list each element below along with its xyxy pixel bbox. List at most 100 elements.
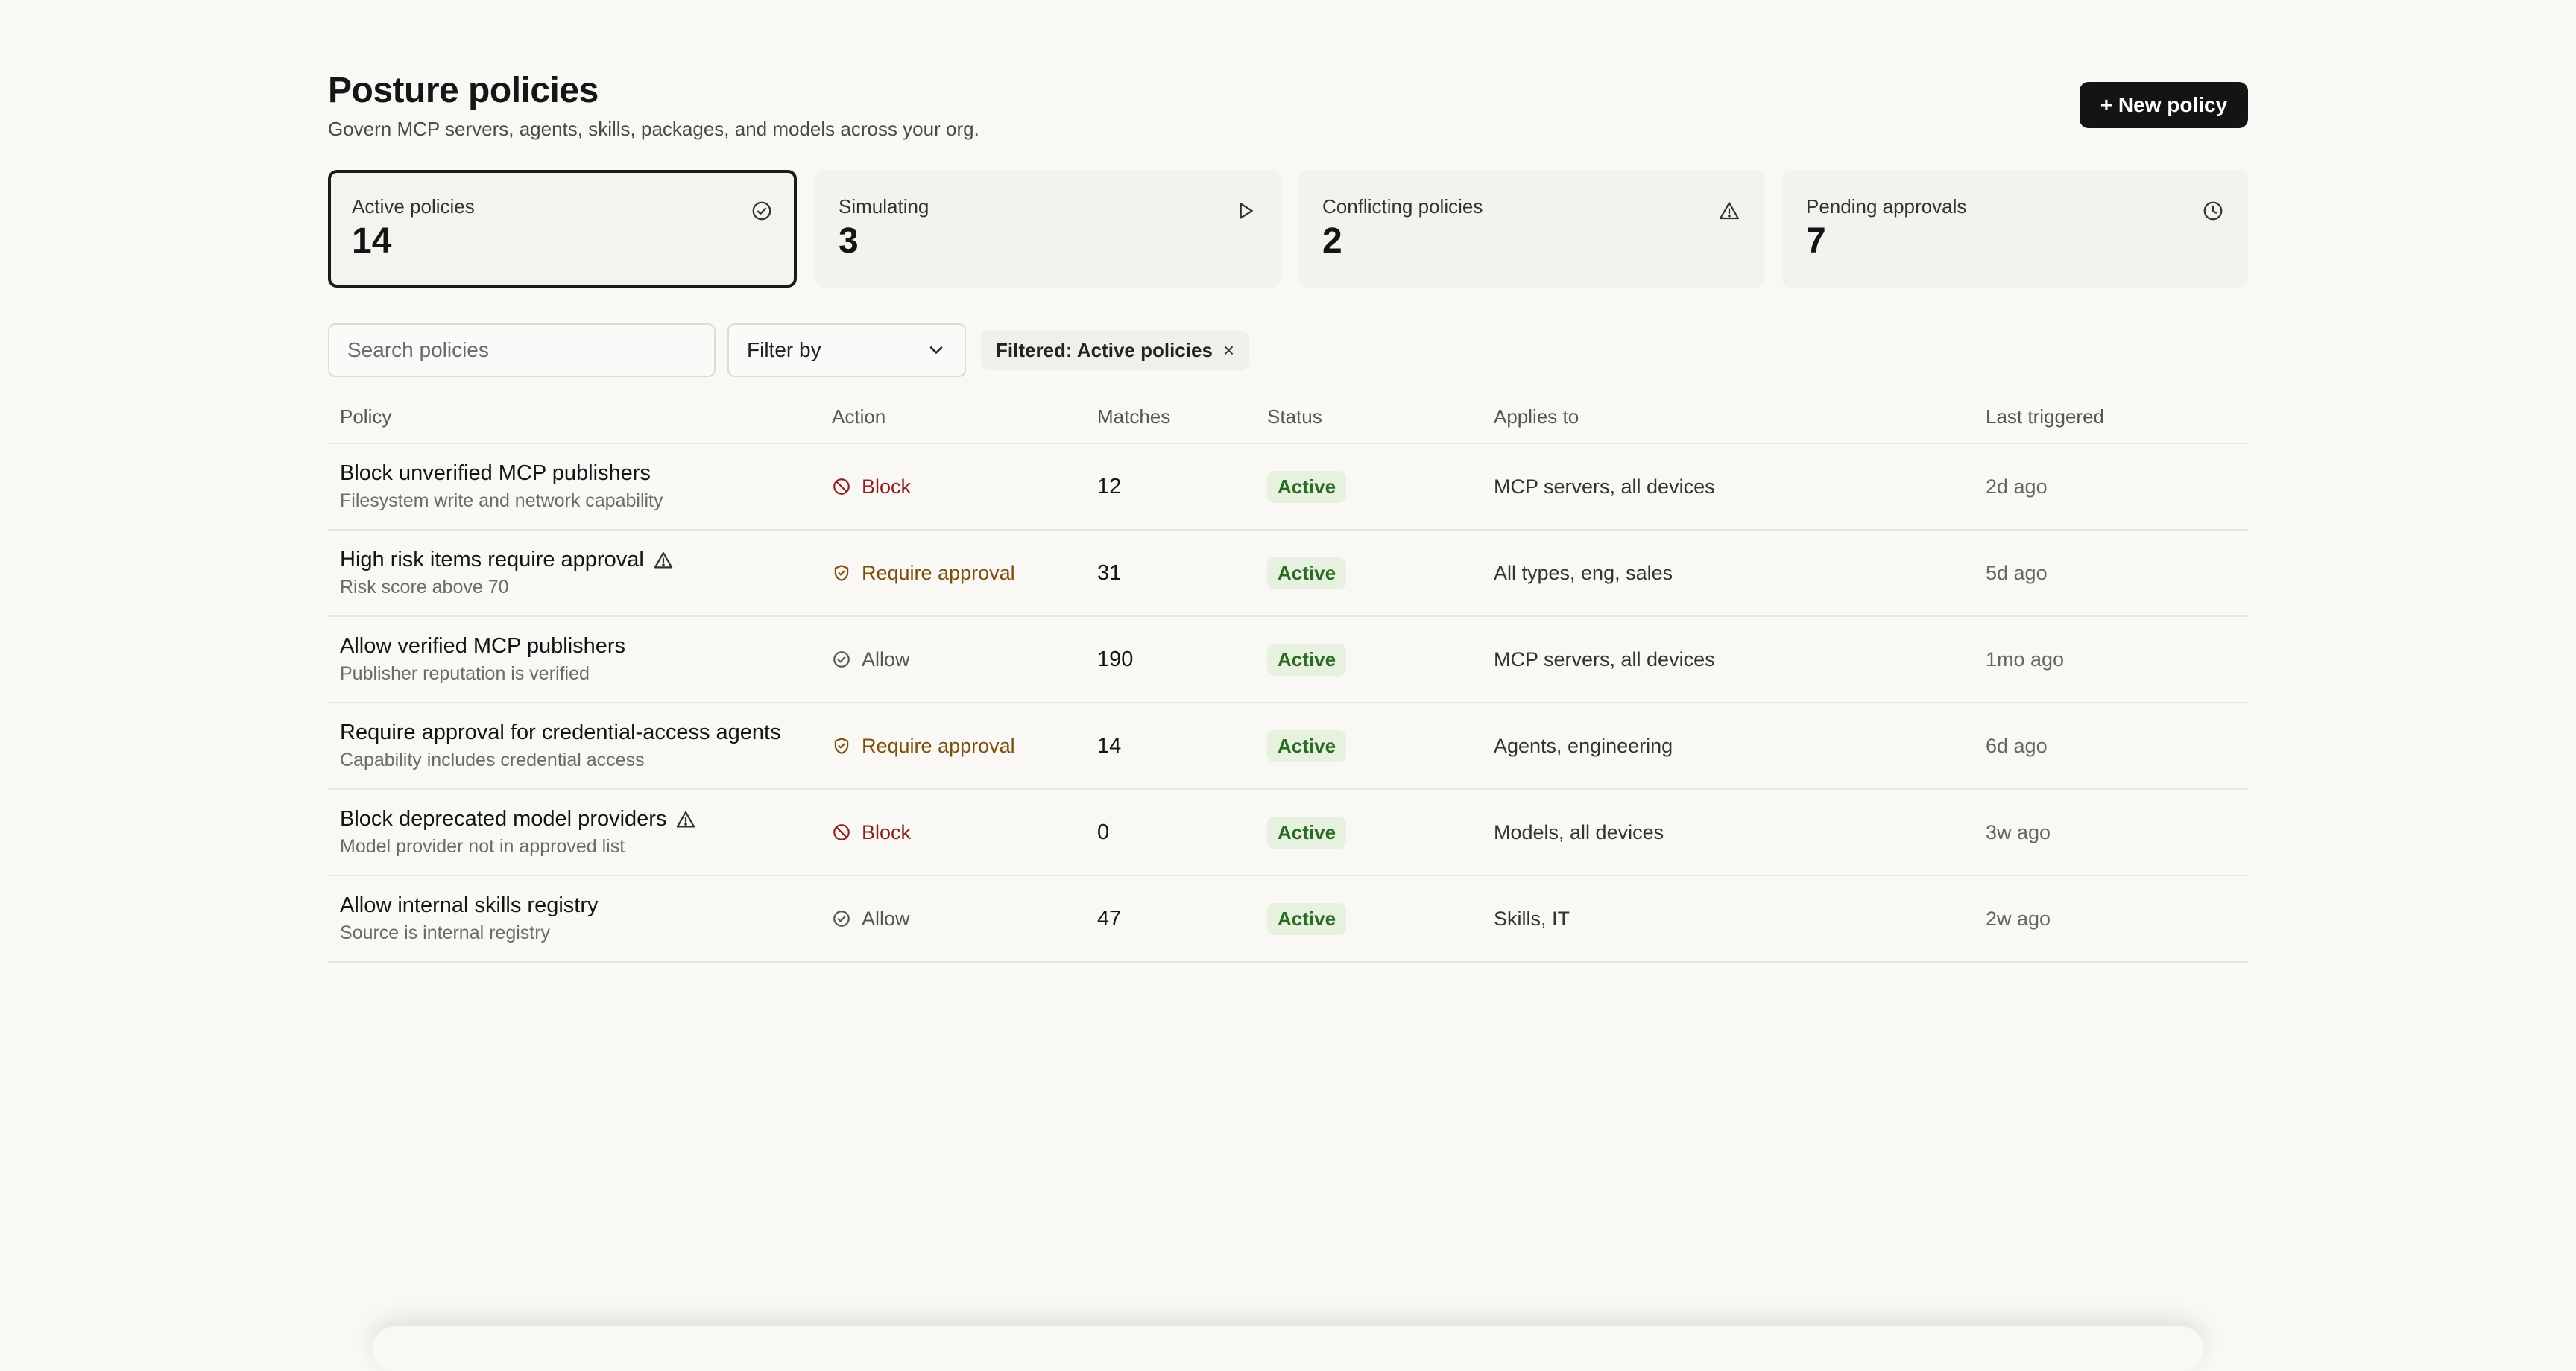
policy-name-wrap: Require approval for credential-access a… [340,721,820,745]
applies-to-cell: All types, eng, sales [1482,530,1974,617]
policy-cell: Allow internal skills registry Source is … [328,876,820,963]
action-label: Allow [862,647,910,671]
status-cell: Active [1255,876,1482,963]
warning-triangle-icon [1720,202,1739,220]
policy-name[interactable]: Block deprecated model providers [340,807,667,831]
page-title: Posture policies [328,71,599,110]
table-row[interactable]: Allow verified MCP publishers Publisher r… [328,616,2248,703]
stat-value: 14 [352,221,392,261]
stat-value: 7 [1806,221,1826,261]
column-header-matches[interactable]: Matches [1085,390,1255,444]
column-header-applies-to[interactable]: Applies to [1482,390,1974,444]
applies-to-cell: MCP servers, all devices [1482,616,1974,703]
policy-name[interactable]: Allow verified MCP publishers [340,634,626,658]
applies-to-cell: Models, all devices [1482,789,1974,876]
policy-description: Capability includes credential access [340,750,645,770]
stat-label: Pending approvals [1806,195,1967,218]
last-triggered-cell: 5d ago [1974,530,2248,617]
policy-cell: High risk items require approval Risk sco… [328,530,820,617]
last-triggered-cell: 6d ago [1974,703,2248,790]
stat-label: Simulating [839,195,929,218]
stat-label: Active policies [352,195,475,218]
matches-cell: 31 [1085,530,1255,617]
policy-name-wrap: High risk items require approval [340,548,820,572]
status-cell: Active [1255,616,1482,703]
page-container: Posture policies Govern MCP servers, age… [328,0,2248,963]
matches-cell: 47 [1085,876,1255,963]
table-row[interactable]: Allow internal skills registry Source is … [328,876,2248,963]
warning-triangle-icon [677,811,695,827]
policy-name-wrap: Allow verified MCP publishers [340,634,820,659]
column-header-status[interactable]: Status [1255,390,1482,444]
filter-chip-label: Filtered: Active policies [996,338,1213,361]
matches-cell: 12 [1085,443,1255,531]
policy-cell: Allow verified MCP publishers Publisher r… [328,616,820,703]
active-filter-chip: Filtered: Active policies × [981,331,1250,370]
filter-by-select[interactable]: Filter by [727,323,966,377]
status-cell: Active [1255,443,1482,531]
table-row[interactable]: Block deprecated model providers Model pr… [328,789,2248,876]
new-policy-button[interactable]: + New policy [2080,82,2248,128]
stat-card-pending-approvals[interactable]: Pending approvals 7 [1782,170,2248,288]
check-circle-icon [833,911,850,927]
policies-table: Policy Action Matches Status Applies to … [328,390,2248,963]
stat-card-conflicting-policies[interactable]: Conflicting policies 2 [1298,170,1764,288]
action-cell: Block [820,443,1085,531]
play-icon [1240,203,1253,219]
status-badge: Active [1267,816,1347,849]
policy-name[interactable]: High risk items require approval [340,548,644,571]
last-triggered-cell: 2w ago [1974,876,2248,963]
search-input[interactable] [328,323,716,377]
shield-check-icon [834,565,849,581]
filter-by-label: Filter by [747,338,821,361]
table-row[interactable]: Block unverified MCP publishers Filesyste… [328,443,2248,531]
close-icon[interactable]: × [1222,338,1235,361]
matches-cell: 190 [1085,616,1255,703]
action-label: Allow [862,907,910,930]
stat-cards: Active policies 14 Simulating 3 Conflict… [328,170,2248,288]
block-icon [833,824,850,840]
policy-cell: Block unverified MCP publishers Filesyste… [328,443,820,531]
policy-name[interactable]: Require approval for credential-access a… [340,721,781,744]
status-cell: Active [1255,789,1482,876]
status-cell: Active [1255,530,1482,617]
page-header: Posture policies Govern MCP servers, age… [328,0,2248,170]
policy-description: Filesystem write and network capability [340,490,663,511]
last-triggered-cell: 3w ago [1974,789,2248,876]
policy-name[interactable]: Allow internal skills registry [340,893,599,917]
policy-description: Risk score above 70 [340,577,509,598]
table-row[interactable]: Require approval for credential-access a… [328,703,2248,790]
status-badge: Active [1267,470,1347,503]
applies-to-cell: Agents, engineering [1482,703,1974,790]
check-circle-icon [752,201,771,221]
action-label-wrap: Allow [832,648,1085,671]
action-label-wrap: Allow [832,908,1085,931]
action-cell: Require approval [820,530,1085,617]
column-header-last-triggered[interactable]: Last triggered [1974,390,2248,444]
matches-cell: 0 [1085,789,1255,876]
table-row[interactable]: High risk items require approval Risk sco… [328,530,2248,617]
action-label-wrap: Block [832,821,1085,844]
filter-bar: Filter by Filtered: Active policies × [328,323,2248,380]
action-label: Require approval [862,561,1015,584]
stat-label: Conflicting policies [1322,195,1483,218]
status-badge: Active [1267,902,1347,935]
stat-card-simulating[interactable]: Simulating 3 [815,170,1281,288]
clock-icon [2203,201,2223,221]
policy-description: Source is internal registry [340,922,551,943]
check-circle-icon [833,651,850,668]
block-icon [833,478,850,495]
action-label-wrap: Require approval [832,735,1085,758]
shield-check-icon [834,738,849,754]
applies-to-cell: Skills, IT [1482,876,1974,963]
policy-description: Model provider not in approved list [340,836,625,857]
column-header-policy[interactable]: Policy [328,390,820,444]
action-cell: Require approval [820,703,1085,790]
column-header-action[interactable]: Action [820,390,1085,444]
chevron-down-icon [929,346,943,354]
policy-name-wrap: Block unverified MCP publishers [340,461,820,486]
stat-card-active-policies[interactable]: Active policies 14 [328,170,797,288]
policy-name[interactable]: Block unverified MCP publishers [340,461,651,485]
matches-cell: 14 [1085,703,1255,790]
status-cell: Active [1255,703,1482,790]
